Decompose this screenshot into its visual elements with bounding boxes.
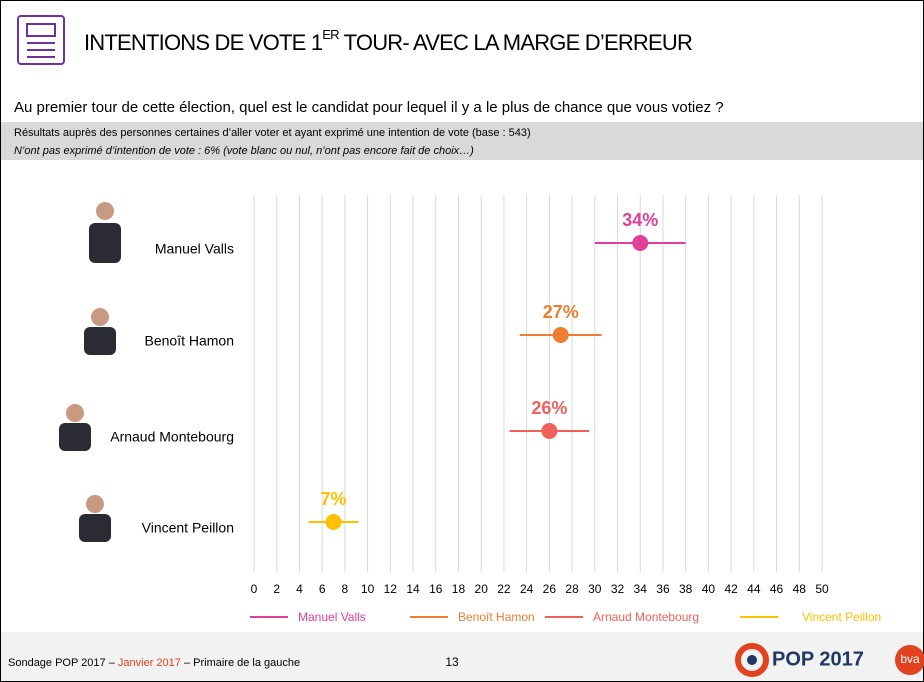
x-tick-label: 10 — [361, 582, 375, 596]
x-tick-label: 8 — [342, 582, 349, 596]
title: INTENTIONS DE VOTE 1ER TOUR- AVEC LA MAR… — [84, 27, 692, 54]
candidate-photo-head — [86, 495, 104, 513]
dot — [553, 327, 569, 343]
category-label: Vincent Peillon — [142, 520, 234, 536]
candidate-photo-body — [89, 223, 121, 263]
legend-label: Arnaud Montebourg — [593, 610, 699, 624]
value-label: 27% — [543, 302, 579, 322]
dot — [326, 514, 342, 530]
title-text: INTENTIONS DE VOTE 1 — [84, 30, 323, 55]
candidate-photo-head — [91, 308, 109, 326]
candidate-photo-body — [59, 423, 91, 451]
x-tick-label: 40 — [702, 582, 716, 596]
legend-label: Benoît Hamon — [458, 610, 535, 624]
x-tick-label: 0 — [251, 582, 258, 596]
legend-label: Manuel Valls — [298, 610, 366, 624]
title-sup: ER — [322, 27, 339, 42]
vote-note: N’ont pas exprimé d’intention de vote : … — [14, 145, 474, 157]
x-tick-label: 30 — [588, 582, 602, 596]
value-label: 7% — [321, 489, 347, 509]
candidate-photo-body — [84, 327, 116, 355]
brand-text: bva — [900, 652, 920, 666]
logo-dot — [747, 655, 757, 665]
x-tick-label: 46 — [770, 582, 784, 596]
legend-label: Vincent Peillon — [802, 610, 881, 624]
x-tick-label: 20 — [475, 582, 489, 596]
title-text: TOUR- AVEC LA MARGE D’ERREUR — [339, 30, 692, 55]
x-tick-label: 34 — [634, 582, 648, 596]
x-tick-label: 16 — [429, 582, 443, 596]
x-tick-label: 22 — [497, 582, 511, 596]
value-label: 34% — [622, 210, 658, 230]
x-tick-label: 50 — [815, 582, 829, 596]
category-label: Arnaud Montebourg — [110, 429, 234, 445]
x-tick-label: 12 — [384, 582, 398, 596]
x-tick-label: 28 — [565, 582, 579, 596]
x-tick-label: 26 — [543, 582, 557, 596]
x-tick-label: 36 — [656, 582, 670, 596]
x-tick-label: 18 — [452, 582, 466, 596]
dot — [632, 235, 648, 251]
question: Au premier tour de cette élection, quel … — [14, 99, 724, 116]
x-tick-label: 42 — [724, 582, 738, 596]
x-tick-label: 6 — [319, 582, 326, 596]
candidate-photo-head — [66, 404, 84, 422]
x-tick-label: 14 — [406, 582, 420, 596]
logo-text: POP 2017 — [772, 648, 864, 670]
footer-date: Janvier 2017 — [118, 657, 181, 669]
x-tick-label: 44 — [747, 582, 761, 596]
footer-text: Sondage POP 2017 – — [8, 657, 118, 669]
footer-source: Sondage POP 2017 – Janvier 2017 – Primai… — [8, 657, 300, 669]
footer-text: – Primaire de la gauche — [181, 657, 300, 669]
x-tick-label: 38 — [679, 582, 693, 596]
page: INTENTIONS DE VOTE 1ER TOUR- AVEC LA MAR… — [0, 0, 924, 682]
x-tick-label: 4 — [296, 582, 303, 596]
x-tick-label: 48 — [793, 582, 807, 596]
candidate-photo-body — [79, 514, 111, 542]
page-number: 13 — [445, 655, 459, 669]
candidate-photo-head — [96, 202, 114, 220]
dot — [541, 423, 557, 439]
category-label: Manuel Valls — [155, 241, 234, 257]
x-tick-label: 2 — [273, 582, 280, 596]
x-tick-label: 32 — [611, 582, 625, 596]
x-tick-label: 24 — [520, 582, 534, 596]
value-label: 26% — [531, 398, 567, 418]
category-label: Benoît Hamon — [145, 333, 235, 349]
base-note: Résultats auprès des personnes certaines… — [14, 127, 531, 139]
